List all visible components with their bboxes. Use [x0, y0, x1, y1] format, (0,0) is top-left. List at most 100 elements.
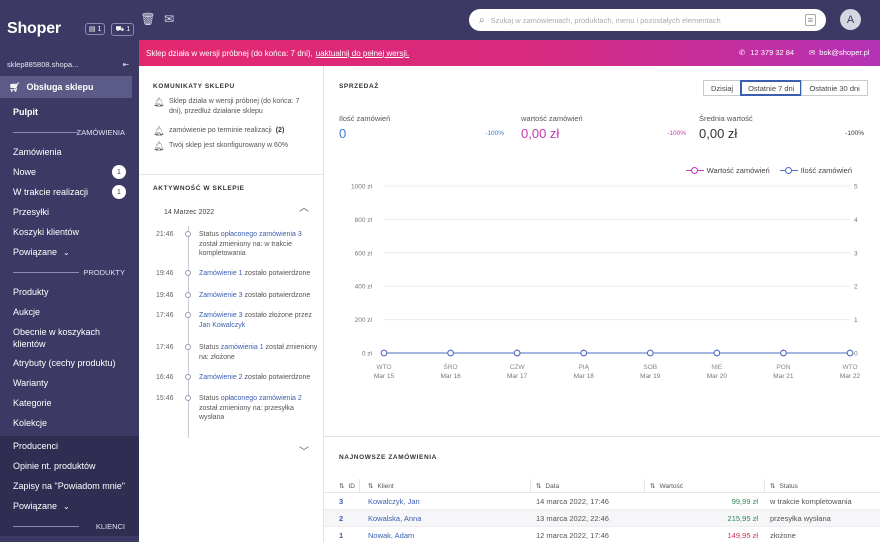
mail-icon[interactable]: ✉︎ [163, 12, 175, 26]
chevron-down-icon[interactable]: ﹀ [299, 447, 309, 458]
table-row[interactable]: 1 Nowak, Adam 12 marca 2022, 17:46 149,95 z… [324, 527, 880, 542]
search-input[interactable] [490, 15, 799, 25]
order-customer[interactable]: Nowak, Adam [368, 531, 415, 540]
x-tick-label-date: Mar 17 [507, 373, 528, 380]
sort-icon: ⇅ [650, 483, 656, 490]
sidebar-item-label: Kolekcje [13, 418, 48, 428]
upgrade-link[interactable]: uaktualnij do pełnej wersji. [315, 48, 410, 58]
support-phone[interactable]: ✆ 12 379 32 84 [739, 48, 794, 57]
activity-item: 19:46 Zamówienie 1 zostało potwierdzone [156, 269, 321, 279]
sidebar-item-produkty[interactable]: Produkty [0, 282, 139, 302]
sidebar-item-warianty[interactable]: Warianty [0, 373, 139, 393]
support-email[interactable]: ✉︎ bok@shoper.pl [809, 48, 869, 57]
sidebar-item-aukcje[interactable]: Aukcje [0, 302, 139, 322]
sidebar-item-label: Aukcje [13, 307, 41, 317]
sidebar-item-kategorie[interactable]: Kategorie [0, 393, 139, 413]
legend-wartosc-zamowien[interactable]: Wartość zamówień [685, 166, 770, 175]
column-header-data[interactable]: ⇅ Data [536, 482, 560, 491]
documents-badge[interactable]: ▤ 1 [84, 23, 106, 35]
order-link[interactable]: Zamówienie 3 [199, 312, 243, 319]
sidebar-item-nowe[interactable]: Nowe 1 [0, 162, 139, 182]
activity-item: 15:46 Status opłaconego zamówienia 2 zost… [156, 394, 321, 423]
sidebar-item-label: Nowe [13, 167, 37, 177]
sidebar-item-atrybuty-cechy-produktu[interactable]: Atrybuty (cechy produktu) [0, 353, 139, 373]
order-value: 215,95 zł [727, 514, 758, 523]
column-header-label: Data [545, 482, 560, 490]
order-link[interactable]: Zamówienie 1 [199, 270, 243, 277]
order-id[interactable]: 2 [339, 514, 344, 523]
chevron-up-icon[interactable]: ︿ [299, 203, 309, 214]
order-link[interactable]: zamówienia 1 [220, 344, 264, 351]
search-options-icon[interactable]: ≡ [804, 14, 816, 26]
order-link[interactable]: Zamówienie 3 [199, 292, 243, 299]
range-dzisiaj[interactable]: Dzisiaj [703, 80, 742, 96]
sidebar-item-powiazane[interactable]: Powiązane ⌄ [0, 242, 139, 262]
column-header-id[interactable]: ⇅ ID [339, 482, 355, 491]
sidebar-item-zamowienia[interactable]: Zamówienia [0, 142, 139, 162]
order-id[interactable]: 3 [339, 497, 344, 506]
data-point-ilosc-zamowien [713, 349, 721, 357]
sidebar-item-kolekcje[interactable]: Kolekcje [0, 413, 139, 433]
column-header-wartosc[interactable]: ⇅ Wartość [650, 482, 683, 491]
x-tick-label-day: PIĄ [578, 364, 589, 371]
column-header-klient[interactable]: ⇅ Klient [368, 482, 394, 491]
legend-ilosc-zamowien[interactable]: Ilość zamówień [779, 166, 852, 175]
count-badge: 1 [112, 165, 126, 179]
message-item[interactable]: 🔔︎ Sklep działa w wersji próbnej (do końc… [153, 97, 313, 117]
cart-badge[interactable]: ⛟ 1 [111, 22, 135, 36]
bell-icon: 🔔︎ [153, 126, 165, 136]
x-tick-label-date: Mar 19 [640, 373, 661, 380]
activity-text: Zamówienie 3 zostało złożone przez Jan K… [199, 312, 312, 329]
activity-time: 16:46 [156, 374, 174, 381]
order-id[interactable]: 1 [339, 531, 344, 540]
table-row[interactable]: 3 Kowalczyk, Jan 14 marca 2022, 17:46 99,99… [324, 493, 880, 510]
collapse-sidebar-icon[interactable]: ⇤ [122, 59, 129, 69]
avatar-letter: A [846, 13, 855, 26]
activity-time: 21:46 [156, 231, 174, 238]
sidebar-item-przesylki[interactable]: Przesyłki [0, 202, 139, 222]
sidebar-item-powiazane[interactable]: Powiązane ⌄ [0, 496, 139, 516]
sidebar-item-producenci[interactable]: Producenci [0, 436, 139, 456]
range-ostatnie-7-dni[interactable]: Ostatnie 7 dni [740, 80, 803, 96]
range-ostatnie-30-dni[interactable]: Ostatnie 30 dni [801, 80, 868, 96]
y-right-tick-label: 3 [854, 250, 858, 257]
search-box[interactable]: ⌕ ≡ [469, 9, 826, 31]
legend-label: Wartość zamówień [706, 166, 770, 175]
sidebar-item-pulpit[interactable]: Pulpit [0, 102, 139, 122]
shop-service-button[interactable]: 🛒︎ Obsługa sklepu [0, 76, 132, 98]
order-link[interactable]: opłaconego zamówienia 3 [220, 231, 302, 238]
order-link[interactable]: Zamówienie 2 [199, 374, 243, 381]
table-row[interactable]: 2 Kowalska, Anna 13 marca 2022, 22:46 215,9… [324, 510, 880, 527]
column-header-label: Status [779, 482, 798, 490]
activity-text: Status opłaconego zamówienia 3 został zm… [199, 231, 302, 257]
message-count: (2) [275, 127, 285, 134]
sidebar-item-zapisy-na-powiadom-mnie[interactable]: Zapisy na "Powiadom mnie" [0, 476, 139, 496]
message-item[interactable]: 🔔︎ Twój sklep jest skonfigurowany w 60% [153, 141, 313, 151]
chevron-down-icon: ⌄ [63, 501, 70, 511]
activity-text: Zamówienie 1 zostało potwierdzone [199, 270, 311, 277]
chevron-down-icon: ⌄ [63, 247, 70, 257]
column-header-status[interactable]: ⇅ Status [770, 482, 798, 491]
shop-selector[interactable]: sklep885808.shopa... ⇤ [0, 58, 139, 70]
order-customer[interactable]: Kowalska, Anna [368, 514, 422, 523]
x-tick-label-day: ŚRO [444, 362, 458, 371]
sidebar-item-w-trakcie-realizacji[interactable]: W trakcie realizacji 1 [0, 182, 139, 202]
sidebar-item-label: Produkty [13, 287, 49, 297]
document-icon: ▤ [88, 26, 96, 33]
x-tick-label-date: Mar 20 [707, 373, 728, 380]
sidebar-item-label: Kategorie [13, 398, 52, 408]
data-point-ilosc-zamowien [380, 349, 388, 357]
trash-icon[interactable]: 🗑︎ [140, 12, 156, 26]
sidebar-item-opinie-nt-produktow[interactable]: Opinie nt. produktów [0, 456, 139, 476]
message-item[interactable]: 🔔︎ zamówienie po terminie realizacji (2) [153, 126, 313, 136]
order-link[interactable]: opłaconego zamówienia 2 [220, 395, 302, 402]
sidebar-item-koszyki-klientow[interactable]: Koszyki klientów [0, 222, 139, 242]
activity-text: Zamówienie 3 zostało potwierdzone [199, 292, 311, 299]
activity-time: 17:46 [156, 312, 174, 319]
sales-panel: SPRZEDAŻ Dzisiaj Ostatnie 7 dni Ostatnie 3… [324, 66, 880, 436]
customer-link[interactable]: Jan Kowalczyk [199, 321, 246, 329]
order-customer[interactable]: Kowalczyk, Jan [368, 497, 420, 506]
shoper-logo[interactable]: Shoper [7, 20, 61, 37]
avatar[interactable]: A [840, 9, 861, 30]
sidebar-item-obecnie-w-koszykach-klientow[interactable]: Obecnie w koszykach klientów [0, 322, 139, 353]
